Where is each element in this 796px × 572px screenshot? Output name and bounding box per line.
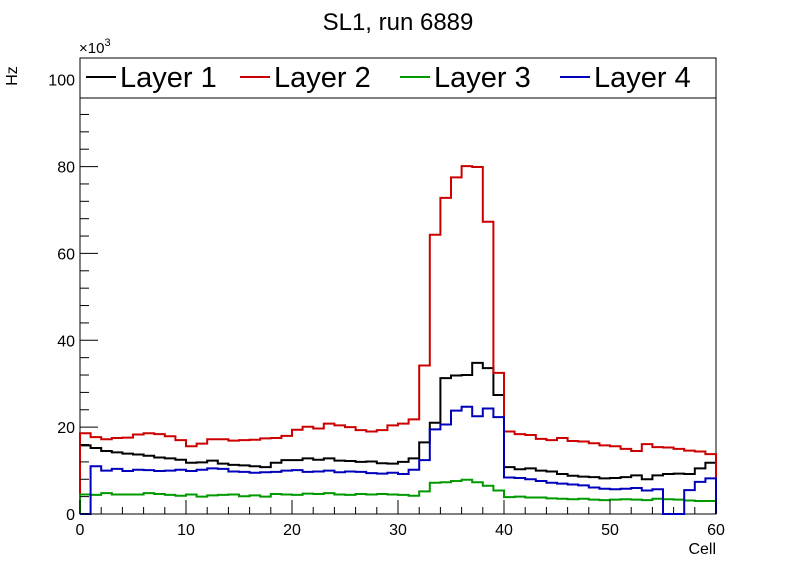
x-tick-label: 60 <box>707 522 725 539</box>
y-axis-multiplier-exponent: 3 <box>104 37 110 49</box>
series-line <box>79 361 717 514</box>
x-axis-label: Cell <box>688 541 716 558</box>
x-tick-label: 30 <box>389 522 407 539</box>
legend-label-layer-4: Layer 4 <box>594 62 691 94</box>
y-tick-label: 0 <box>66 507 75 524</box>
x-tick-label: 40 <box>495 522 513 539</box>
x-tick-label: 10 <box>177 522 195 539</box>
y-tick-label: 40 <box>57 333 75 350</box>
series-layer-3 <box>79 478 717 514</box>
series-line <box>79 478 717 514</box>
chart-title: SL1, run 6889 <box>323 9 474 36</box>
y-axis-label: Hz <box>4 66 21 86</box>
series-layer-4 <box>80 405 717 515</box>
series-line <box>80 405 717 515</box>
y-tick-label: 20 <box>57 420 75 437</box>
legend: Layer 1 Layer 2 Layer 3 Layer 4 <box>79 57 717 99</box>
legend-label-layer-2: Layer 2 <box>274 62 371 94</box>
x-tick-label: 20 <box>283 522 301 539</box>
y-axis-multiplier: ×103 <box>79 37 111 57</box>
y-tick-label: 60 <box>57 246 75 263</box>
series-line <box>79 165 717 514</box>
series-layer-2 <box>79 165 717 514</box>
x-tick-label: 50 <box>601 522 619 539</box>
y-tick-label: 100 <box>48 73 75 90</box>
x-tick-label: 0 <box>76 522 85 539</box>
legend-label-layer-3: Layer 3 <box>434 62 531 94</box>
y-tick-label: 80 <box>57 160 75 177</box>
series-layer <box>79 165 717 515</box>
legend-box <box>79 57 717 99</box>
series-layer-1 <box>79 361 717 514</box>
axes-layer: 0 10 20 30 40 50 60 0 20 40 60 80 100 <box>48 61 725 539</box>
legend-label-layer-1: Layer 1 <box>120 62 217 94</box>
